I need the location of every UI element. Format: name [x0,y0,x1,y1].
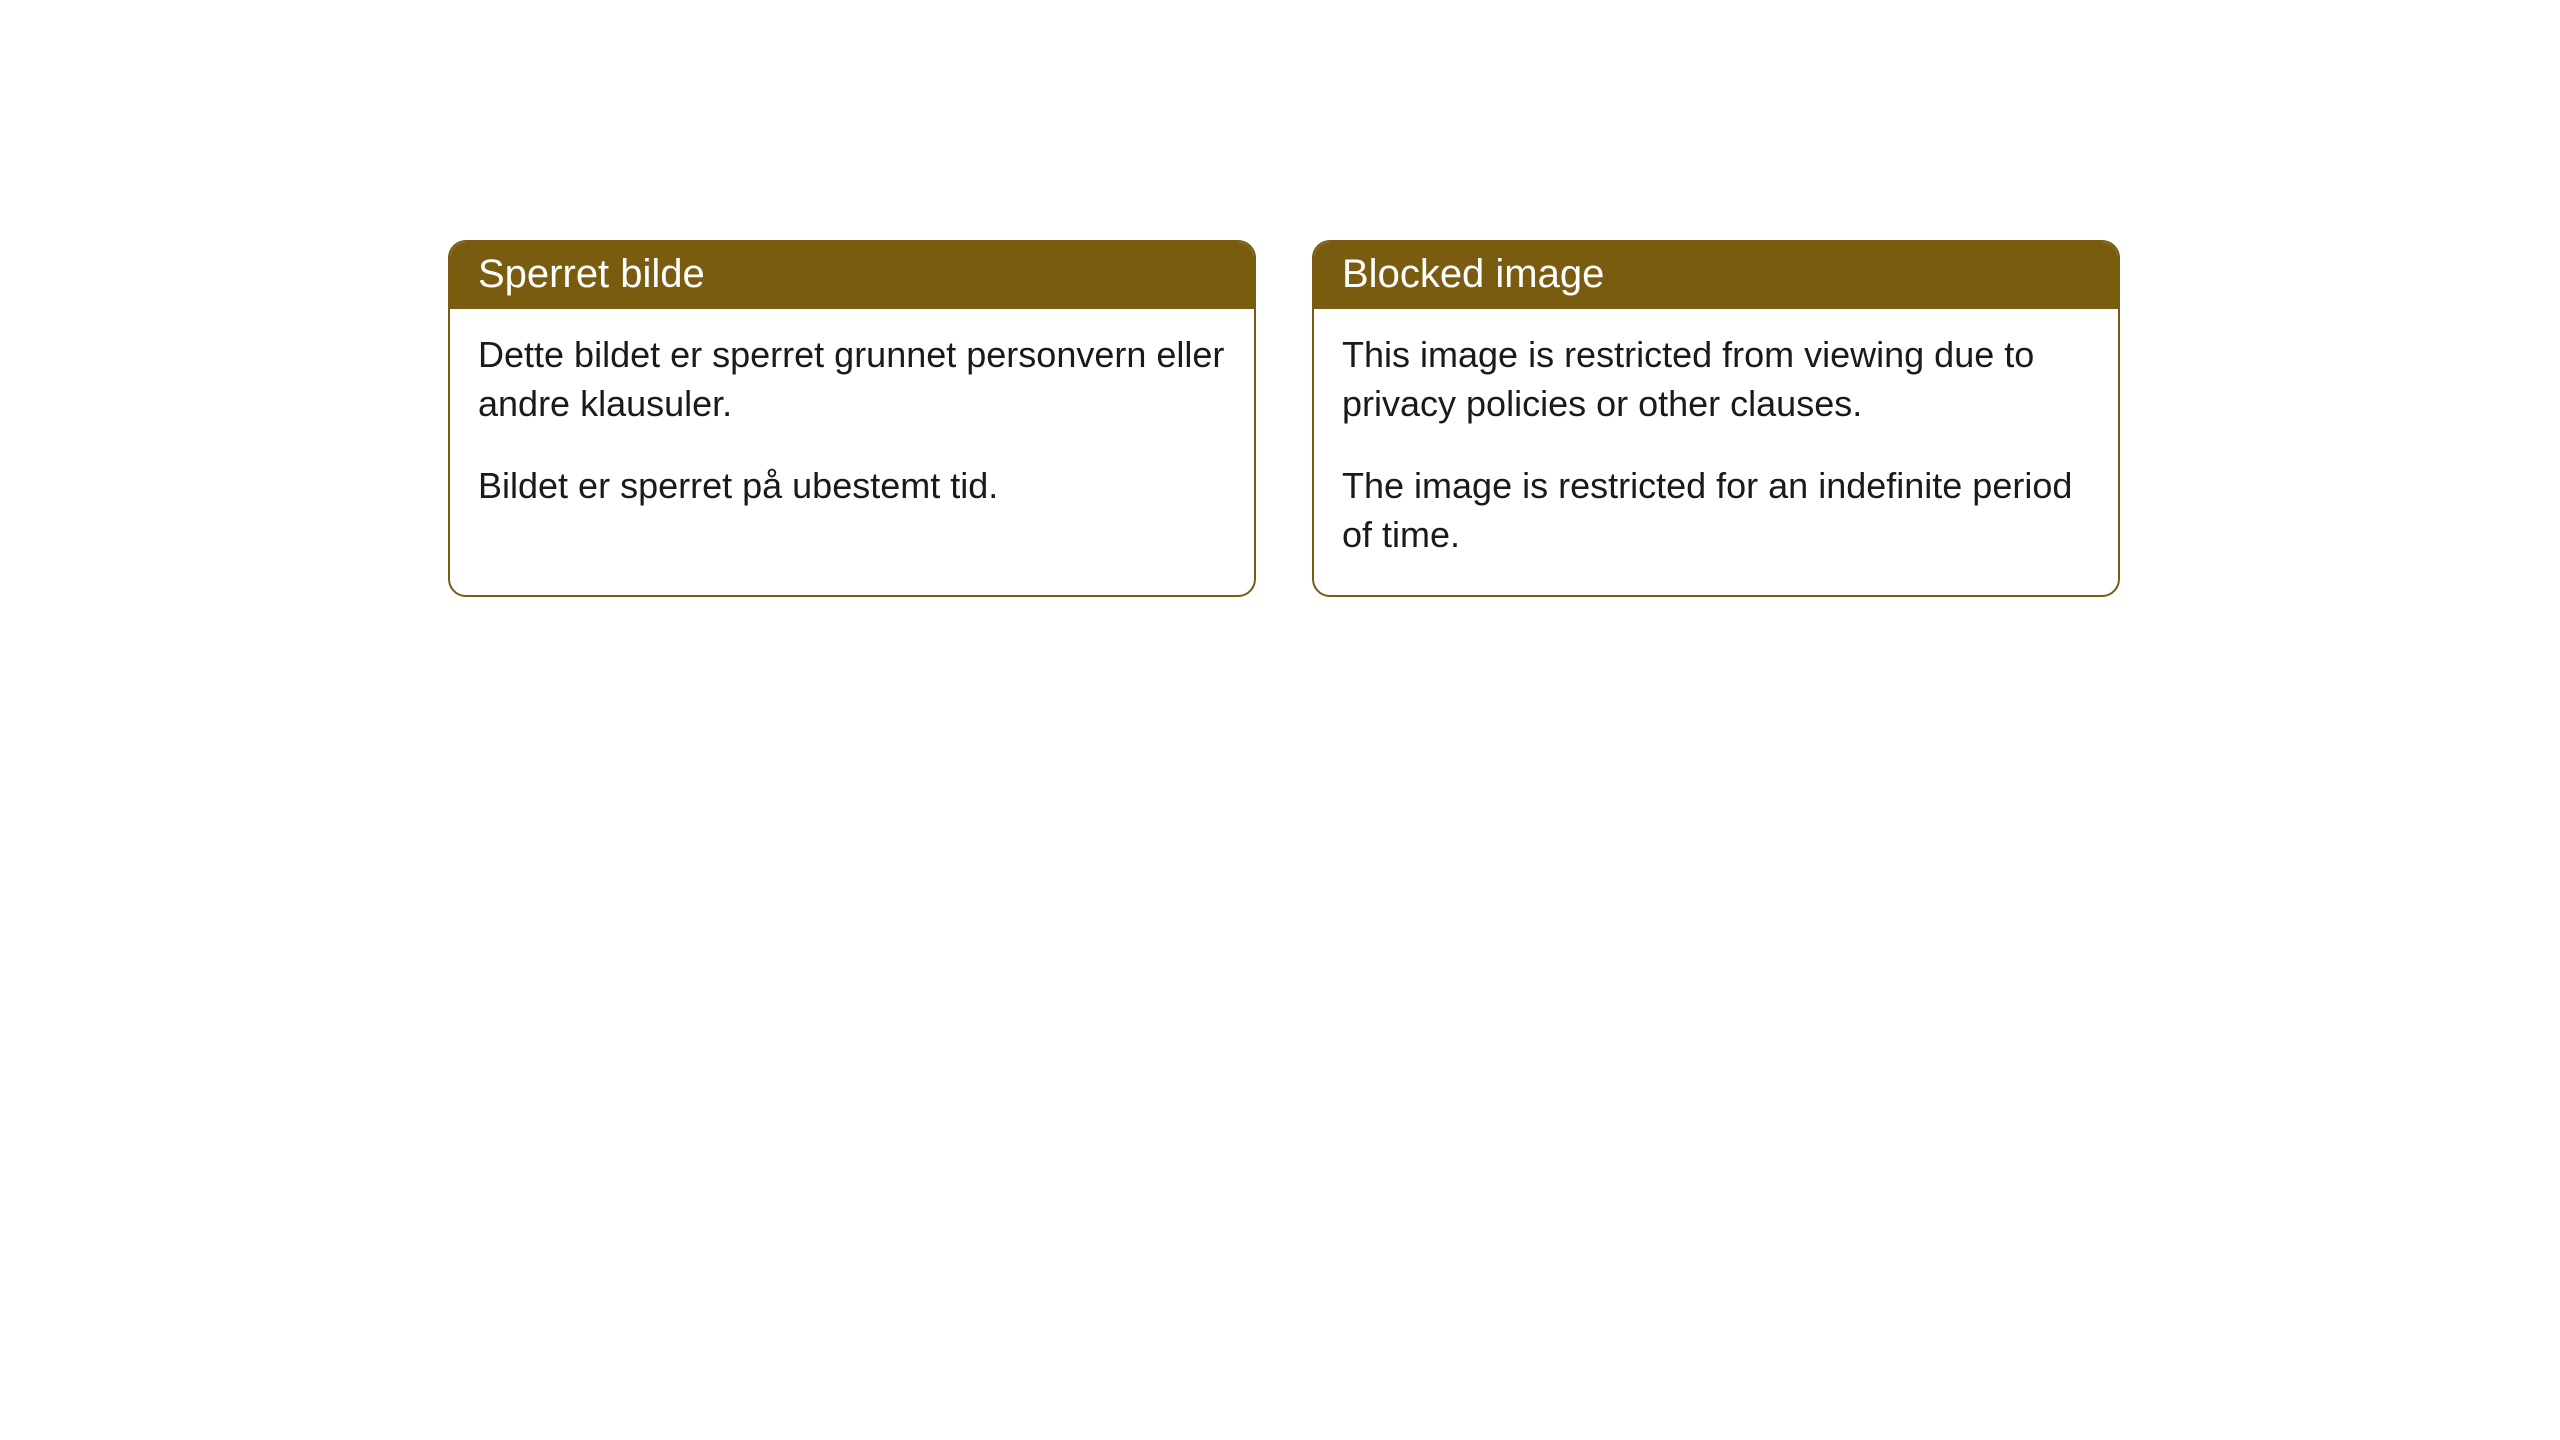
card-header-no: Sperret bilde [450,242,1254,309]
card-paragraph-2-en: The image is restricted for an indefinit… [1342,462,2090,559]
blocked-image-card-en: Blocked image This image is restricted f… [1312,240,2120,597]
card-title-no: Sperret bilde [478,252,705,296]
card-body-no: Dette bildet er sperret grunnet personve… [450,309,1254,547]
notice-cards-container: Sperret bilde Dette bildet er sperret gr… [448,240,2120,597]
card-paragraph-2-no: Bildet er sperret på ubestemt tid. [478,462,1226,511]
card-paragraph-1-en: This image is restricted from viewing du… [1342,331,2090,428]
card-title-en: Blocked image [1342,252,1604,296]
blocked-image-card-no: Sperret bilde Dette bildet er sperret gr… [448,240,1256,597]
card-paragraph-1-no: Dette bildet er sperret grunnet personve… [478,331,1226,428]
card-body-en: This image is restricted from viewing du… [1314,309,2118,595]
card-header-en: Blocked image [1314,242,2118,309]
